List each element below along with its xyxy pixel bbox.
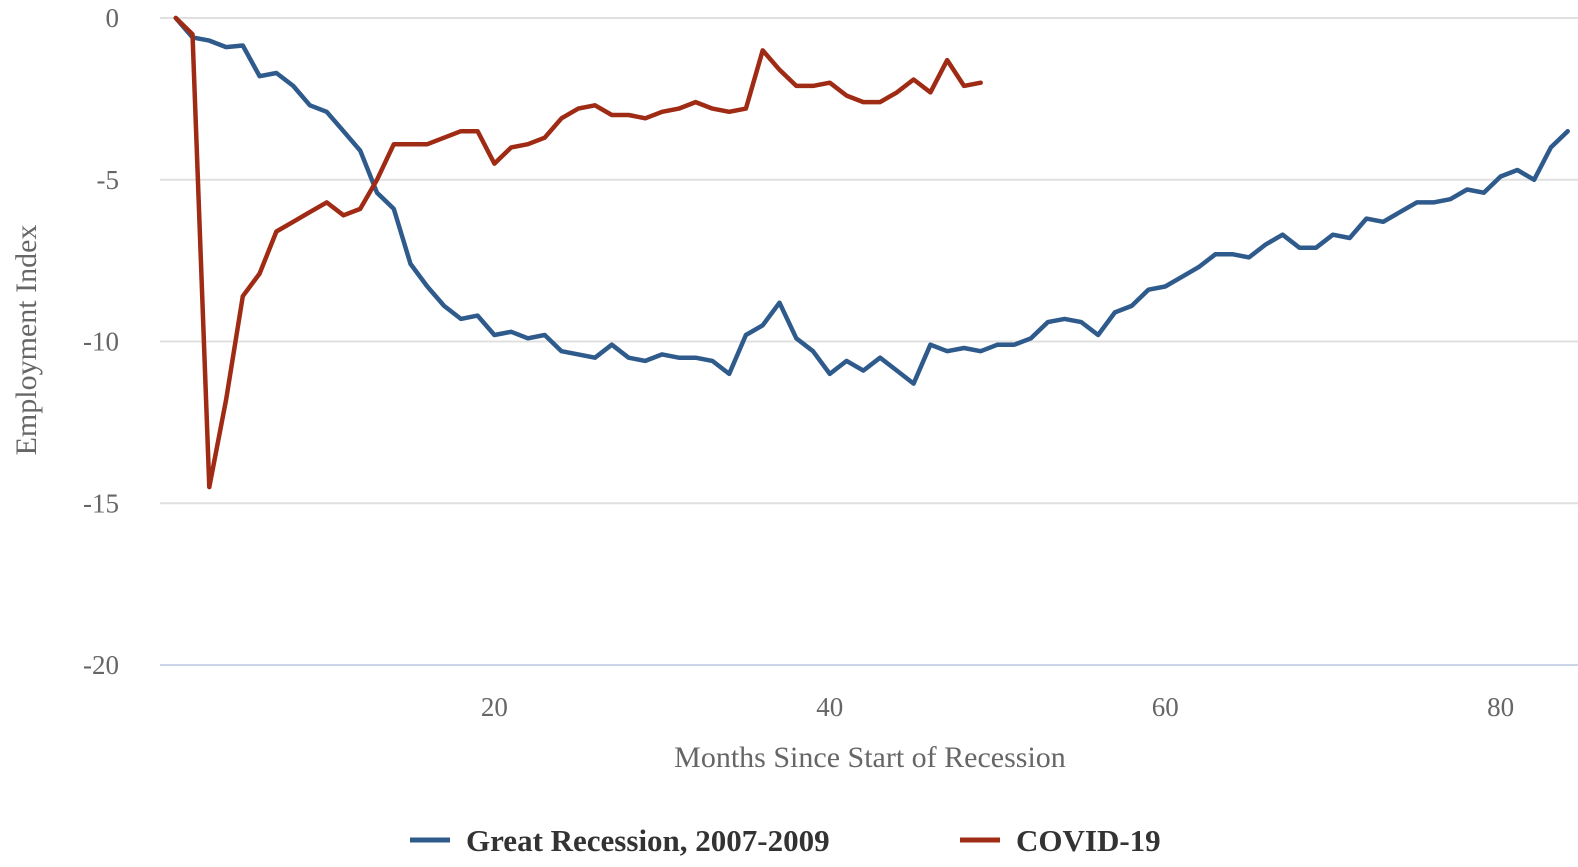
y-tick-label: 0: [106, 3, 120, 33]
legend-item-covid-19[interactable]: COVID-19: [960, 823, 1161, 858]
grid-layer: [160, 17, 1578, 666]
series-line-covid-19: [173, 15, 983, 490]
x-axis-ticks: 20 40 60 80: [481, 692, 1514, 722]
x-tick-label: 20: [481, 692, 508, 722]
y-tick-label: -5: [97, 165, 120, 195]
y-tick-label: -10: [83, 327, 119, 357]
y-tick-label: -15: [83, 488, 119, 518]
x-tick-label: 60: [1152, 692, 1179, 722]
y-axis-title: Employment Index: [10, 225, 43, 456]
y-axis-ticks: 0 -5 -10 -15 -20: [83, 3, 119, 680]
x-axis-title: Months Since Start of Recession: [674, 741, 1066, 774]
y-tick-label: -20: [83, 650, 119, 680]
legend-item-great-recession[interactable]: Great Recession, 2007-2009: [410, 823, 830, 858]
series-layer: [173, 15, 1570, 490]
series-line-great-recession: [173, 15, 1570, 386]
x-tick-label: 40: [816, 692, 843, 722]
legend: Great Recession, 2007-2009 COVID-19: [410, 823, 1161, 858]
legend-label: Great Recession, 2007-2009: [466, 823, 830, 858]
x-tick-label: 80: [1487, 692, 1514, 722]
legend-label: COVID-19: [1016, 823, 1161, 858]
